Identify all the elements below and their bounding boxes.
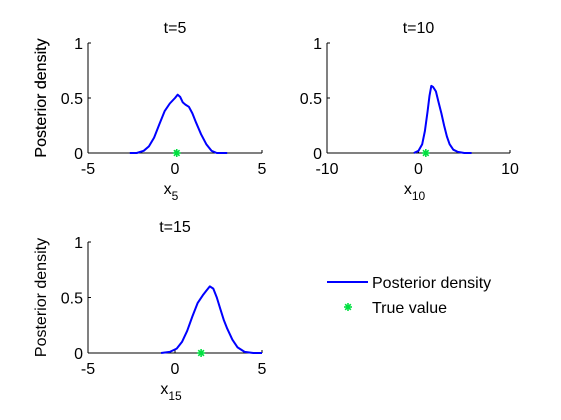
y-axis-label: Posterior density: [33, 238, 50, 357]
posterior-density-line: [413, 84, 472, 154]
x-tick-label: 0: [171, 361, 180, 378]
y-tick-label: 0.5: [61, 291, 83, 308]
x-tick-label: -5: [81, 361, 95, 378]
true-value-marker: [421, 149, 430, 157]
subplot-title: t=10: [403, 20, 435, 37]
legend-star-icon: [344, 303, 352, 311]
legend-true-value-marker: [344, 303, 352, 311]
x-tick-label: 5: [258, 361, 267, 378]
x-axis-label: x15: [160, 381, 182, 403]
x-tick-label: 5: [258, 161, 267, 178]
legend-posterior-label: Posterior density: [372, 275, 491, 292]
x-tick-label: -10: [315, 161, 338, 178]
y-tick-label: 0: [74, 146, 83, 163]
y-axis-label: Posterior density: [33, 38, 50, 157]
legend: Posterior density True value: [327, 275, 491, 317]
y-axis-label: Posterior density: [33, 38, 50, 157]
true-value-marker: [197, 349, 206, 357]
x-axis-label: x10: [404, 181, 426, 203]
x-tick-label: -5: [81, 161, 95, 178]
y-tick-label: 0.5: [300, 91, 322, 108]
posterior-density-line: [129, 93, 228, 154]
y-tick-label: 0.5: [61, 91, 83, 108]
subplot-title: t=5: [164, 20, 187, 37]
y-tick-label: 1: [74, 36, 83, 53]
y-tick-label: 1: [74, 235, 83, 252]
y-tick-label: 0: [74, 346, 83, 363]
true-value-marker: [172, 149, 181, 157]
x-tick-label: 0: [171, 161, 180, 178]
subplot-title: t=15: [159, 219, 191, 236]
x-axis-label: x5: [164, 181, 179, 203]
x-tick-label: 10: [501, 161, 519, 178]
y-tick-label: 0: [313, 146, 322, 163]
posterior-density-line: [160, 285, 262, 354]
legend-true-value-label: True value: [372, 300, 447, 317]
x-tick-label: 0: [414, 161, 423, 178]
y-tick-label: 1: [313, 36, 322, 53]
